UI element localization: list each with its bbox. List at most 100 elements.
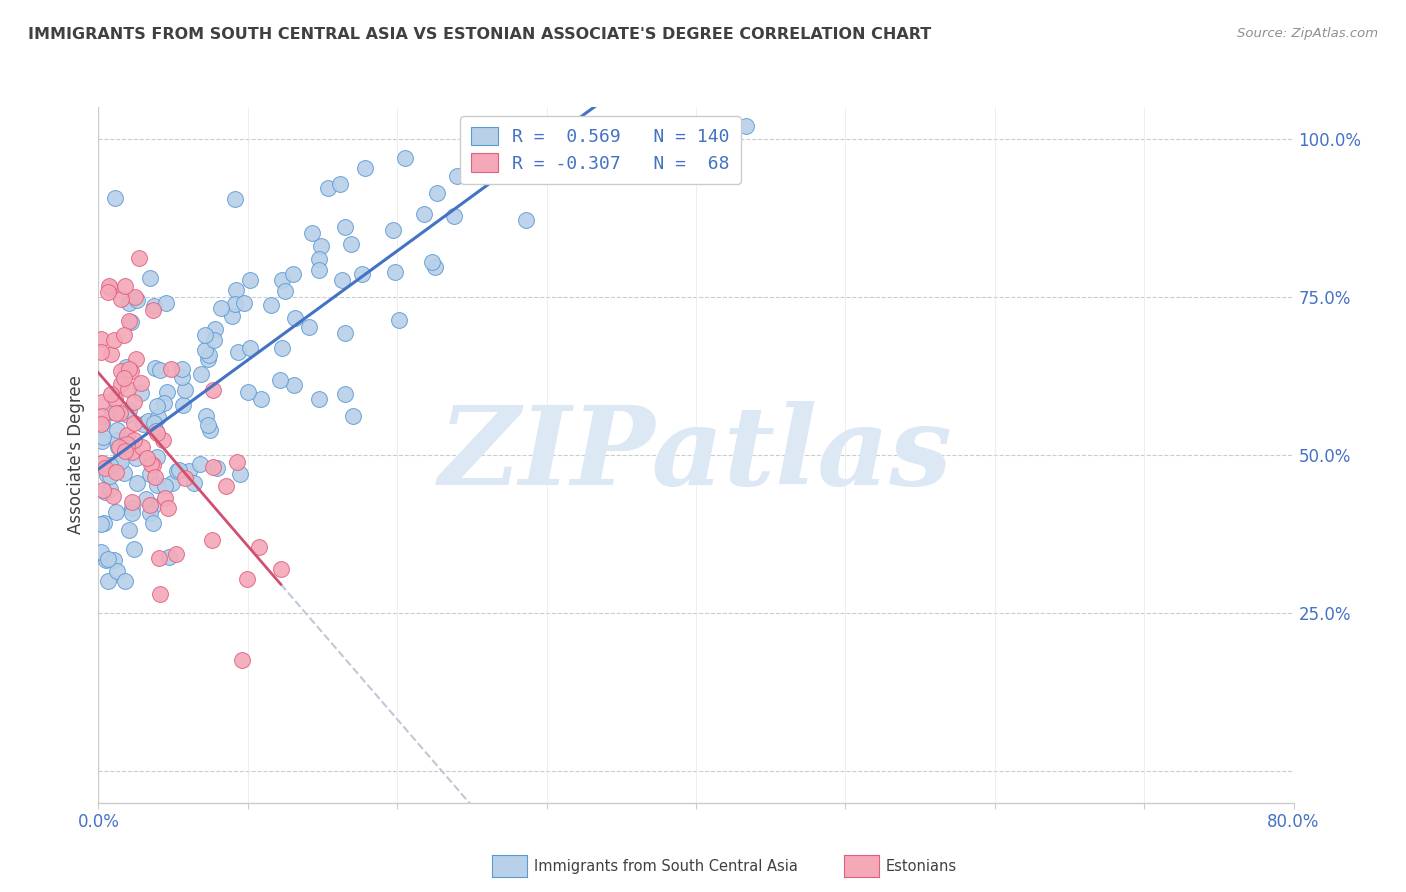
Point — [284, 310, 307, 325]
Point — [340, 236, 363, 251]
Point — [152, 433, 174, 447]
Point — [308, 252, 330, 266]
Y-axis label: Associate's Degree: Associate's Degree — [67, 376, 86, 534]
Point — [90, 417, 112, 431]
Point — [114, 278, 136, 293]
Point — [117, 382, 139, 396]
Point — [112, 328, 135, 343]
Point — [145, 450, 167, 464]
Point — [135, 491, 157, 506]
Point — [537, 119, 560, 133]
Point — [90, 516, 112, 531]
Point — [91, 434, 114, 449]
Point — [91, 430, 114, 444]
Point — [159, 361, 181, 376]
Point — [193, 343, 215, 357]
Point — [311, 239, 333, 253]
Point — [94, 553, 117, 567]
Point — [117, 437, 139, 451]
Point — [183, 475, 205, 490]
Point — [165, 547, 187, 561]
Point — [174, 471, 197, 485]
Point — [172, 398, 194, 412]
Point — [335, 220, 357, 235]
Point — [170, 362, 193, 376]
Point — [146, 478, 169, 492]
Point — [132, 417, 155, 431]
Point — [117, 314, 139, 328]
Point — [139, 506, 162, 520]
Point — [157, 500, 180, 515]
Text: ZIPatlas: ZIPatlas — [439, 401, 953, 508]
Point — [118, 296, 141, 310]
Point — [104, 191, 127, 205]
Point — [224, 296, 246, 310]
Point — [148, 550, 170, 565]
Point — [301, 226, 323, 240]
Point — [146, 425, 169, 440]
Point — [226, 454, 249, 468]
Point — [354, 161, 377, 175]
Point — [155, 385, 177, 400]
Point — [155, 296, 177, 310]
Point — [105, 406, 128, 420]
Point — [202, 459, 225, 474]
Point — [609, 121, 631, 136]
Point — [91, 395, 114, 409]
Point — [211, 301, 233, 315]
Point — [269, 373, 291, 387]
Legend: R =  0.569   N = 140, R = -0.307   N =  68: R = 0.569 N = 140, R = -0.307 N = 68 — [460, 116, 741, 184]
Point — [127, 475, 149, 490]
Point — [233, 296, 256, 310]
Point — [330, 273, 353, 287]
Point — [122, 542, 145, 557]
Point — [231, 653, 253, 667]
Point — [138, 271, 160, 285]
Point — [142, 516, 165, 530]
Point — [98, 278, 121, 293]
Point — [128, 251, 150, 265]
Point — [115, 359, 138, 374]
Point — [149, 586, 172, 600]
Point — [342, 409, 364, 424]
Point — [179, 464, 201, 478]
Point — [110, 376, 132, 391]
Point — [131, 376, 153, 391]
Point — [94, 484, 117, 499]
Point — [166, 463, 188, 477]
Point — [97, 552, 120, 566]
Point — [139, 467, 162, 481]
Point — [129, 386, 152, 401]
Point — [118, 403, 141, 417]
Point — [146, 399, 169, 413]
Point — [100, 458, 122, 472]
Point — [205, 461, 228, 475]
Point — [270, 341, 292, 355]
Point — [270, 562, 292, 576]
Point — [110, 454, 132, 468]
Point — [167, 463, 190, 477]
Point — [97, 285, 120, 300]
Point — [194, 328, 217, 343]
Point — [195, 409, 218, 423]
Point — [190, 367, 212, 381]
Point — [117, 409, 139, 423]
Point — [153, 396, 176, 410]
Text: Immigrants from South Central Asia: Immigrants from South Central Asia — [534, 859, 799, 873]
Point — [100, 386, 122, 401]
Point — [174, 383, 197, 397]
Point — [107, 433, 129, 447]
Point — [142, 458, 165, 472]
Point — [202, 333, 225, 347]
Point — [153, 491, 176, 506]
Point — [197, 351, 219, 366]
Text: IMMIGRANTS FROM SOUTH CENTRAL ASIA VS ESTONIAN ASSOCIATE'S DEGREE CORRELATION CH: IMMIGRANTS FROM SOUTH CENTRAL ASIA VS ES… — [28, 27, 931, 42]
Point — [105, 466, 128, 480]
Point — [112, 467, 135, 481]
Point — [143, 299, 166, 313]
Point — [141, 457, 163, 471]
Point — [131, 440, 153, 454]
Point — [283, 267, 305, 281]
Point — [308, 263, 330, 277]
Point — [118, 362, 141, 376]
